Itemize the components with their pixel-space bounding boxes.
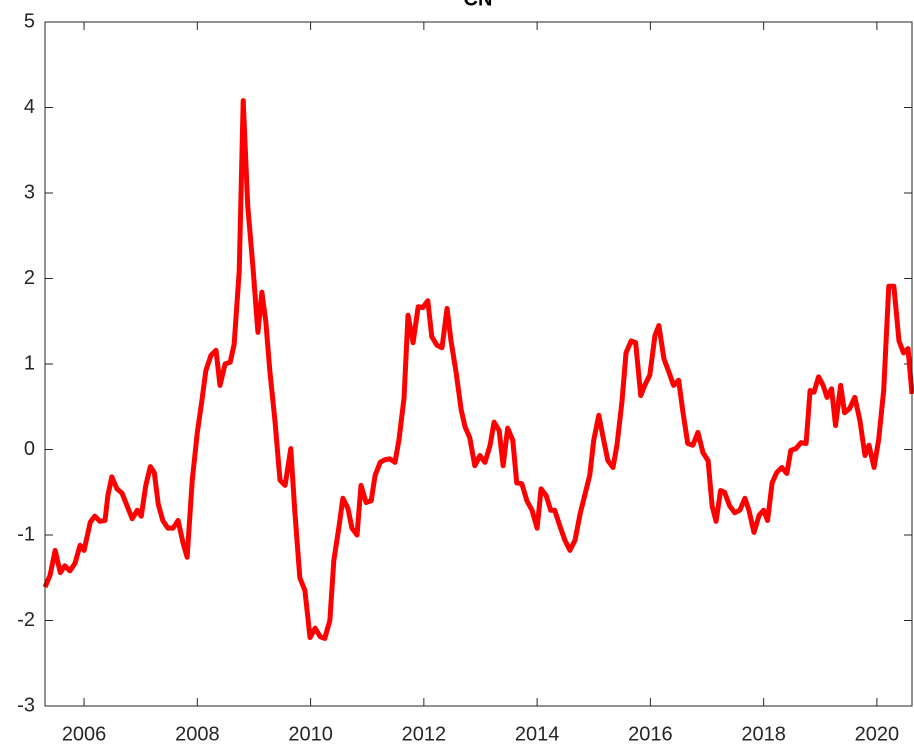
y-tick-label: 0 xyxy=(24,438,35,460)
y-tick-label: 4 xyxy=(24,96,35,118)
chart-title: CN xyxy=(464,0,493,10)
x-tick-label: 2020 xyxy=(855,723,900,745)
x-tick-label: 2006 xyxy=(62,723,107,745)
x-tick-label: 2010 xyxy=(288,723,333,745)
x-tick-label: 2008 xyxy=(175,723,220,745)
y-tick-label: -3 xyxy=(17,694,35,716)
x-tick-label: 2016 xyxy=(628,723,673,745)
x-tick-label: 2014 xyxy=(515,723,560,745)
y-tick-label: 1 xyxy=(24,352,35,374)
y-tick-label: -2 xyxy=(17,609,35,631)
y-tick-label: 2 xyxy=(24,267,35,289)
plot-area xyxy=(45,22,912,706)
x-tick-label: 2012 xyxy=(402,723,447,745)
line-series xyxy=(42,98,914,641)
y-tick-label: 5 xyxy=(24,10,35,32)
y-tick-label: 3 xyxy=(24,181,35,203)
x-tick-label: 2018 xyxy=(741,723,786,745)
y-tick-label: -1 xyxy=(17,523,35,545)
axes-box xyxy=(44,21,913,707)
